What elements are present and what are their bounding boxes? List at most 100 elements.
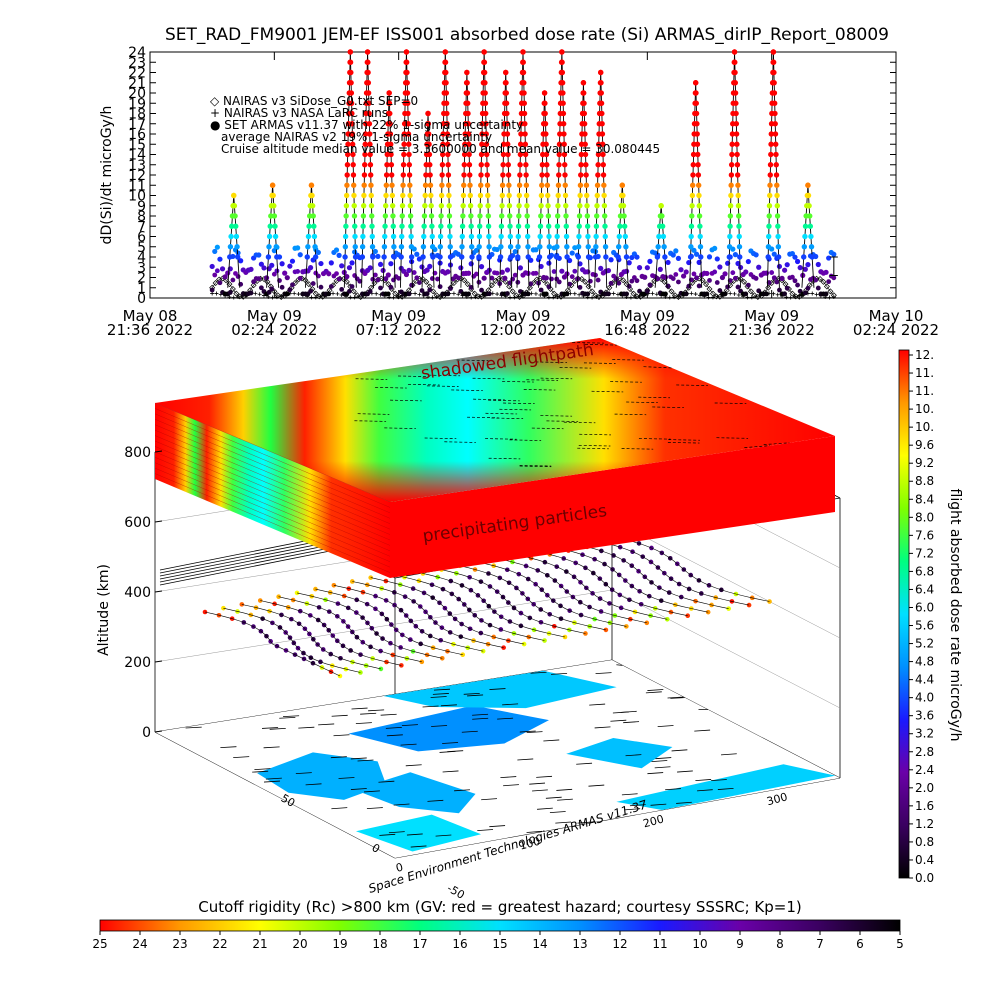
armas-point: [477, 234, 482, 239]
altitude-tick-label: 600: [124, 515, 151, 531]
cutoff-tick-label: 9: [736, 937, 744, 951]
armas-point: [556, 193, 561, 198]
armas-point: [593, 234, 598, 239]
armas-point: [370, 254, 375, 259]
armas-point: [634, 254, 639, 259]
cutoff-tick-label: 13: [572, 937, 587, 951]
armas-point: [477, 280, 482, 285]
armas-point: [400, 183, 405, 188]
armas-point: [428, 183, 433, 188]
armas-point: [773, 142, 778, 147]
larc-marker: [651, 291, 655, 295]
armas-point: [559, 269, 564, 274]
armas-point: [570, 274, 575, 279]
flight-point: [767, 599, 772, 604]
armas-point: [311, 224, 316, 229]
armas-point: [478, 193, 483, 198]
armas-point: [295, 269, 300, 274]
armas-point: [272, 213, 277, 218]
longitude-tick-label: 300: [765, 790, 789, 808]
larc-marker: [728, 291, 732, 295]
armas-point: [484, 162, 489, 167]
flight-track: [463, 559, 627, 627]
larc-marker: [292, 291, 296, 295]
armas-point: [459, 244, 464, 249]
armas-point: [707, 278, 712, 283]
armas-point: [233, 224, 238, 229]
armas-point: [733, 101, 738, 106]
armas-point: [673, 248, 678, 253]
armas-point: [382, 244, 387, 249]
armas-point: [772, 111, 777, 116]
armas-point: [447, 234, 452, 239]
armas-point: [485, 203, 490, 208]
larc-marker: [810, 292, 814, 296]
armas-point: [768, 142, 773, 147]
armas-point: [407, 193, 412, 198]
armas-point: [595, 172, 600, 177]
armas-point: [525, 234, 530, 239]
armas-point: [707, 254, 712, 259]
armas-point: [443, 70, 448, 75]
armas-point: [231, 193, 236, 198]
armas-point: [695, 142, 700, 147]
armas-point: [684, 269, 689, 274]
armas-point: [767, 203, 772, 208]
armas-point: [439, 193, 444, 198]
armas-point: [545, 203, 550, 208]
larc-marker: [417, 292, 421, 296]
armas-point: [386, 272, 391, 277]
flight-point: [604, 628, 609, 633]
cutoff-tick-label: 24: [132, 937, 147, 951]
armas-point: [704, 271, 709, 276]
armas-point: [408, 234, 413, 239]
armas-point: [779, 276, 784, 281]
armas-point: [663, 275, 668, 280]
armas-point: [400, 213, 405, 218]
armas-point: [477, 213, 482, 218]
armas-point: [831, 252, 836, 257]
armas-point: [616, 281, 621, 286]
armas-point: [308, 265, 313, 270]
armas-point: [285, 292, 290, 297]
armas-point: [479, 162, 484, 167]
armas-point: [389, 172, 394, 177]
x-tick-label: 07:12 2022: [356, 321, 442, 339]
armas-point: [572, 269, 577, 274]
larc-marker: [828, 295, 832, 299]
armas-point: [478, 172, 483, 177]
armas-point: [624, 269, 629, 274]
armas-point: [627, 284, 632, 289]
armas-point: [523, 162, 528, 167]
armas-point: [767, 193, 772, 198]
armas-point: [469, 254, 474, 259]
armas-point: [313, 254, 318, 259]
colorbar-tick-label: 4.8: [915, 655, 934, 669]
armas-point: [806, 193, 811, 198]
armas-point: [561, 111, 566, 116]
cutoff-tick-label: 23: [172, 937, 187, 951]
armas-point: [554, 244, 559, 249]
armas-point: [525, 244, 530, 249]
cutoff-rigidity-bar: Cutoff rigidity (Rc) >800 km (GV: red = …: [92, 898, 903, 951]
armas-point: [459, 254, 464, 259]
armas-point: [735, 193, 740, 198]
armas-point: [505, 267, 510, 272]
armas-spike-line: [400, 52, 406, 288]
larc-marker: [413, 292, 417, 296]
armas-point: [469, 244, 474, 249]
armas-point: [772, 275, 777, 280]
armas-point: [624, 254, 629, 259]
armas-point: [645, 289, 650, 294]
armas-point: [524, 213, 529, 218]
armas-point: [772, 101, 777, 106]
armas-point: [369, 193, 374, 198]
armas-point: [517, 183, 522, 188]
time-series-panel: 0123456789101112131415161718192021222324…: [99, 45, 939, 339]
armas-point: [594, 224, 599, 229]
armas-point: [734, 142, 739, 147]
armas-point: [715, 280, 720, 285]
armas-point: [586, 244, 591, 249]
armas-point: [676, 256, 681, 261]
armas-point: [448, 244, 453, 249]
